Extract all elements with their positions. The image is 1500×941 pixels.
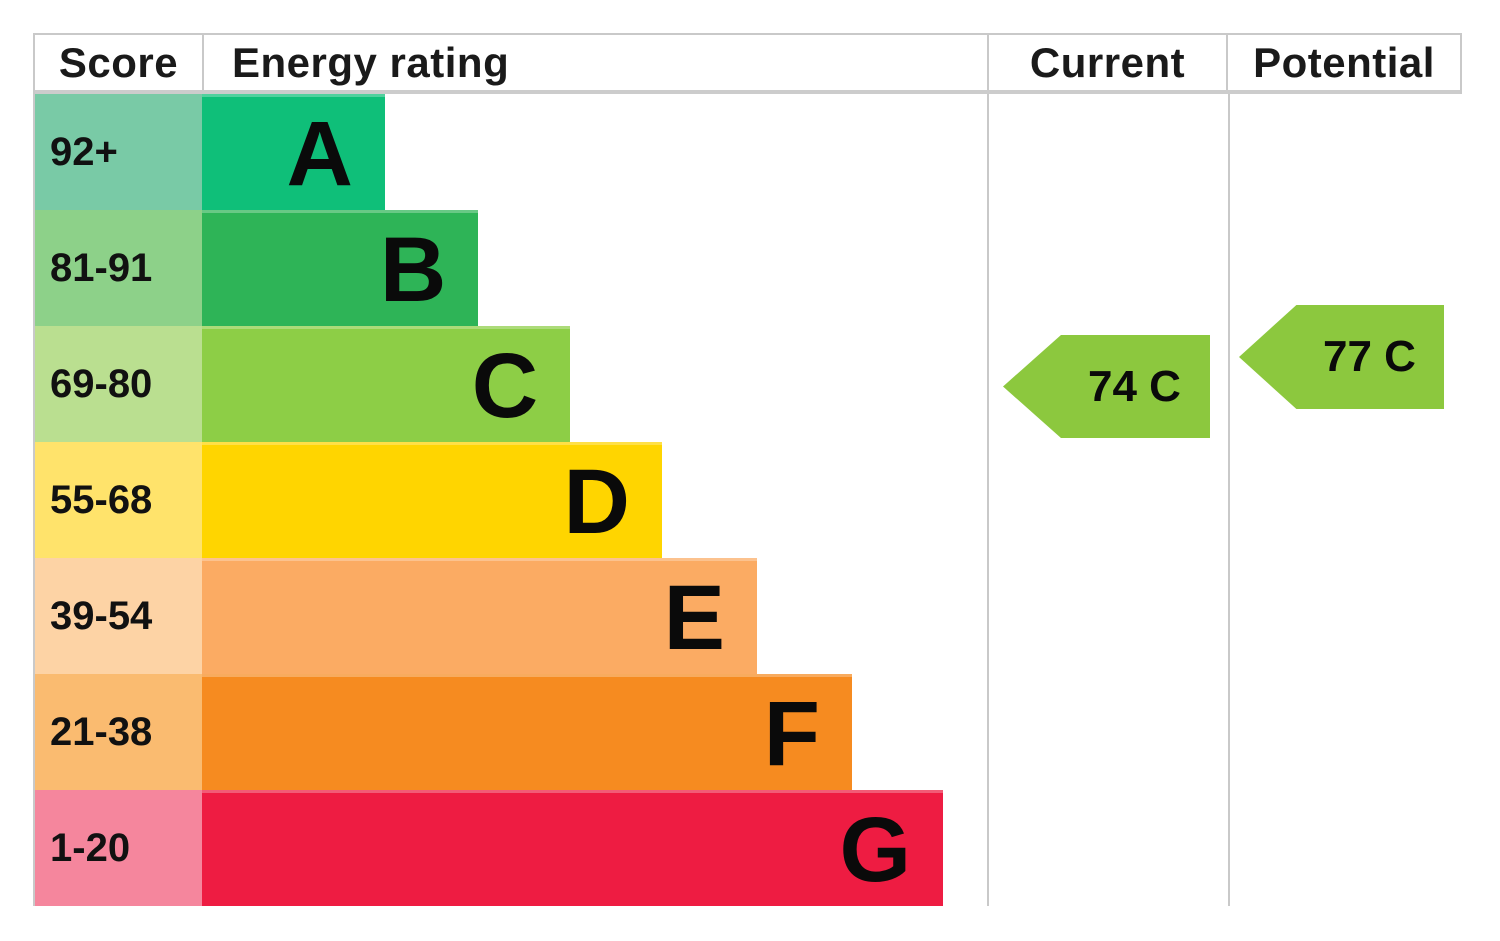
band-bar-area-d: D <box>202 442 987 558</box>
band-rows: 92+ A 81-91 B 69-80 <box>35 94 987 906</box>
epc-rating-chart: Score Energy rating Current Potential 92… <box>33 33 1462 906</box>
band-row-e: 39-54 E <box>35 558 987 674</box>
band-letter-e: E <box>663 566 725 669</box>
band-letter-g: G <box>839 798 912 901</box>
header-energy-rating: Energy rating <box>202 35 987 90</box>
band-score-e: 39-54 <box>35 558 202 674</box>
header-current: Current <box>987 35 1226 90</box>
band-row-f: 21-38 F <box>35 674 987 790</box>
potential-rating-arrow: 77 C <box>1239 305 1444 409</box>
band-bar-area-g: G <box>202 790 987 906</box>
band-bar-g: G <box>202 790 944 906</box>
band-bar-e: E <box>202 558 757 674</box>
header-potential: Potential <box>1226 35 1460 90</box>
band-score-c: 69-80 <box>35 326 202 442</box>
band-letter-f: F <box>763 682 820 785</box>
band-score-f: 21-38 <box>35 674 202 790</box>
band-bar-area-f: F <box>202 674 987 790</box>
band-letter-a: A <box>286 102 353 205</box>
chart-body: 92+ A 81-91 B 69-80 <box>35 94 1462 906</box>
header-row: Score Energy rating Current Potential <box>35 35 1460 94</box>
band-score-g: 1-20 <box>35 790 202 906</box>
band-score-d: 55-68 <box>35 442 202 558</box>
current-column: 74 C <box>987 94 1228 906</box>
band-bar-c: C <box>202 326 571 442</box>
band-score-b: 81-91 <box>35 210 202 326</box>
band-letter-b: B <box>379 218 447 321</box>
band-bar-area-e: E <box>202 558 987 674</box>
band-bar-d: D <box>202 442 662 558</box>
band-bar-area-a: A <box>202 94 987 210</box>
current-rating-arrow: 74 C <box>1003 335 1210 438</box>
band-row-c: 69-80 C <box>35 326 987 442</box>
band-bar-area-b: B <box>202 210 987 326</box>
potential-column: 77 C <box>1228 94 1462 906</box>
band-row-b: 81-91 B <box>35 210 987 326</box>
band-bar-a: A <box>202 94 385 210</box>
band-letter-d: D <box>563 450 630 553</box>
band-row-d: 55-68 D <box>35 442 987 558</box>
band-score-a: 92+ <box>35 94 202 210</box>
band-row-a: 92+ A <box>35 94 987 210</box>
band-bar-area-c: C <box>202 326 987 442</box>
band-bar-b: B <box>202 210 479 326</box>
band-letter-c: C <box>471 334 539 437</box>
header-score: Score <box>58 38 179 86</box>
band-row-g: 1-20 G <box>35 790 987 906</box>
band-bar-f: F <box>202 674 852 790</box>
